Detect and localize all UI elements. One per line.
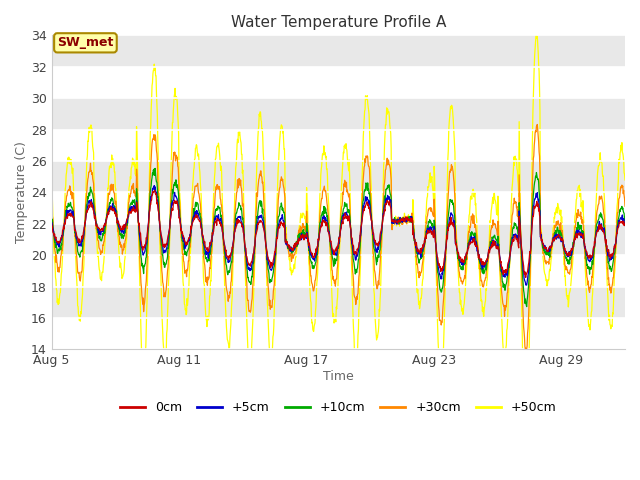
Bar xyxy=(51,67,625,98)
Bar xyxy=(51,36,625,67)
Bar xyxy=(51,318,625,349)
Bar xyxy=(51,224,625,255)
Bar xyxy=(51,130,625,161)
Legend: 0cm, +5cm, +10cm, +30cm, +50cm: 0cm, +5cm, +10cm, +30cm, +50cm xyxy=(115,396,562,420)
Title: Water Temperature Profile A: Water Temperature Profile A xyxy=(230,15,446,30)
Y-axis label: Temperature (C): Temperature (C) xyxy=(15,142,28,243)
Bar xyxy=(51,192,625,224)
Text: SW_met: SW_met xyxy=(57,36,114,49)
Bar xyxy=(51,98,625,130)
Bar xyxy=(51,255,625,287)
Bar xyxy=(51,287,625,318)
X-axis label: Time: Time xyxy=(323,370,354,383)
Bar xyxy=(51,161,625,192)
